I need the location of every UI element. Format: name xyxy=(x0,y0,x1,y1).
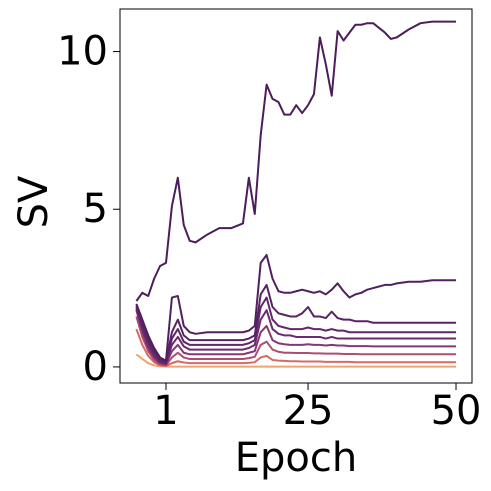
series-line xyxy=(135,328,457,367)
y-axis-label: SV xyxy=(11,175,57,228)
plot-frame xyxy=(119,8,473,384)
x-tick-label: 1 xyxy=(153,388,178,434)
x-tick-label: 25 xyxy=(283,388,334,434)
series-line xyxy=(135,316,457,367)
x-tick-label: 50 xyxy=(431,388,482,434)
series-line xyxy=(135,253,457,362)
series-line xyxy=(135,296,457,365)
series-line xyxy=(135,308,457,365)
y-tick-label: 0 xyxy=(83,344,108,390)
series-line xyxy=(135,283,457,364)
y-tick-label: 5 xyxy=(83,186,108,232)
series-line xyxy=(135,20,457,302)
y-tick-label: 10 xyxy=(57,29,108,75)
x-axis-label: Epoch xyxy=(235,435,357,481)
series-line xyxy=(135,353,457,368)
series-line xyxy=(135,309,457,366)
